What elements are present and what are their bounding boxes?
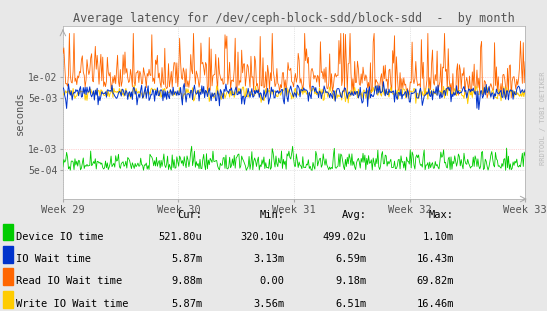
Bar [3, 224, 13, 240]
Text: Cur:: Cur: [177, 210, 202, 220]
Text: 3.56m: 3.56m [253, 299, 284, 309]
Text: 9.18m: 9.18m [335, 276, 366, 286]
Bar [3, 291, 13, 308]
Y-axis label: seconds: seconds [15, 91, 25, 135]
Text: 1.10m: 1.10m [423, 231, 454, 242]
Text: 6.51m: 6.51m [335, 299, 366, 309]
Title: Average latency for /dev/ceph-block-sdd/block-sdd  -  by month: Average latency for /dev/ceph-block-sdd/… [73, 12, 515, 25]
Text: 3.13m: 3.13m [253, 254, 284, 264]
Bar [3, 246, 13, 263]
Text: 69.82m: 69.82m [416, 276, 454, 286]
Text: 521.80u: 521.80u [159, 231, 202, 242]
Text: Max:: Max: [429, 210, 454, 220]
Text: Read IO Wait time: Read IO Wait time [16, 276, 123, 286]
Text: 499.02u: 499.02u [323, 231, 366, 242]
Text: Device IO time: Device IO time [16, 231, 104, 242]
Text: 5.87m: 5.87m [171, 299, 202, 309]
Text: 0.00: 0.00 [259, 276, 284, 286]
Text: 5.87m: 5.87m [171, 254, 202, 264]
Text: 6.59m: 6.59m [335, 254, 366, 264]
Text: Min:: Min: [259, 210, 284, 220]
Text: Write IO Wait time: Write IO Wait time [16, 299, 129, 309]
Text: 16.46m: 16.46m [416, 299, 454, 309]
Text: RRDTOOL / TOBI OETIKER: RRDTOOL / TOBI OETIKER [540, 72, 546, 165]
Text: Avg:: Avg: [341, 210, 366, 220]
Text: 16.43m: 16.43m [416, 254, 454, 264]
Text: 320.10u: 320.10u [241, 231, 284, 242]
Text: IO Wait time: IO Wait time [16, 254, 91, 264]
Bar [3, 268, 13, 285]
Text: 9.88m: 9.88m [171, 276, 202, 286]
